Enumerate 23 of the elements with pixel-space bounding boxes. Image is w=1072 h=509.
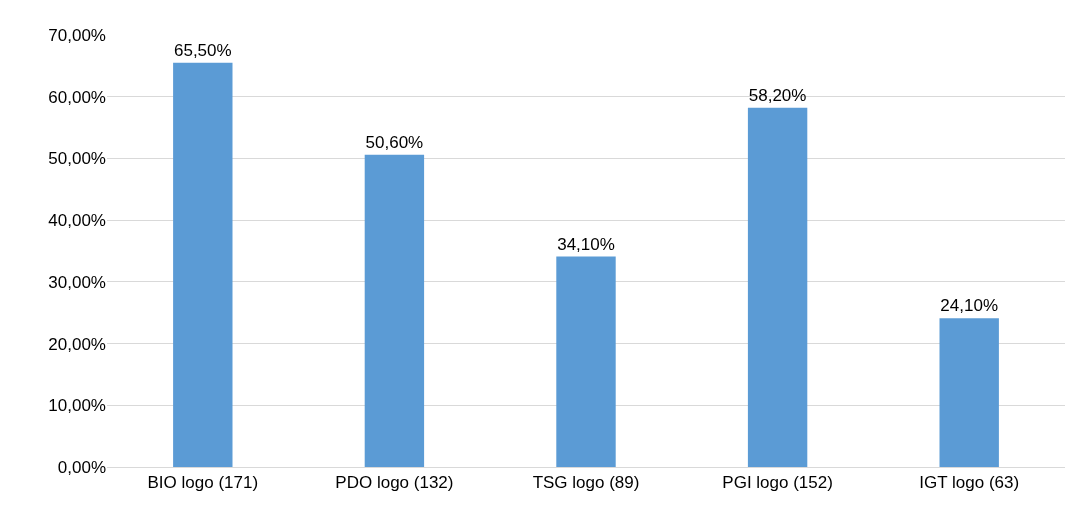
x-tick-label: PDO logo (132) xyxy=(335,473,454,493)
data-label: 58,20% xyxy=(748,85,807,105)
y-tick-label: 40,00% xyxy=(48,211,106,231)
y-tick-label: 50,00% xyxy=(48,149,106,169)
y-tick-label: 60,00% xyxy=(48,87,106,107)
bar xyxy=(173,62,233,467)
bar xyxy=(556,256,616,467)
y-tick-label: 30,00% xyxy=(48,272,106,292)
bar xyxy=(747,107,808,467)
x-tick-label: PGI logo (152) xyxy=(722,473,833,493)
data-label: 24,10% xyxy=(940,296,999,316)
data-label: 34,10% xyxy=(557,234,615,254)
y-tick-label: 70,00% xyxy=(48,25,106,45)
x-tick-label: TSG logo (89) xyxy=(532,473,640,493)
data-label: 50,60% xyxy=(365,132,424,152)
bar xyxy=(939,318,999,467)
x-tick-label: BIO logo (171) xyxy=(147,473,259,493)
bar xyxy=(364,154,425,467)
y-tick-label: 20,00% xyxy=(48,334,106,354)
y-tick-label: 10,00% xyxy=(48,396,106,416)
x-tick-label: IGT logo (63) xyxy=(919,473,1020,493)
y-tick-label: 0,00% xyxy=(57,457,106,477)
data-label: 65,50% xyxy=(173,40,232,60)
